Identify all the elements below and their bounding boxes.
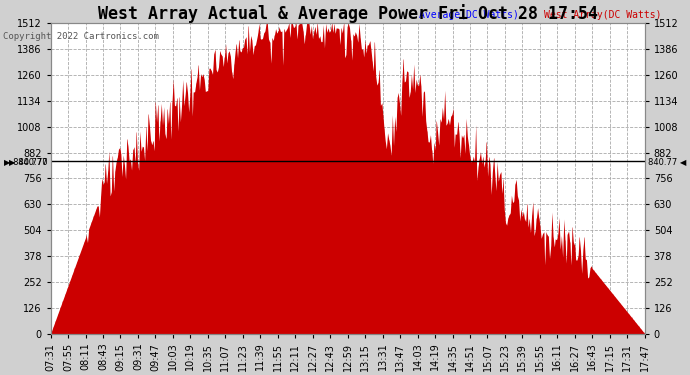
Text: ▶ 840.77: ▶ 840.77: [9, 157, 48, 166]
Text: West Array(DC Watts): West Array(DC Watts): [544, 10, 661, 20]
Title: West Array Actual & Average Power Fri Oct 28 17:54: West Array Actual & Average Power Fri Oc…: [98, 4, 598, 23]
Text: Copyright 2022 Cartronics.com: Copyright 2022 Cartronics.com: [3, 32, 159, 41]
Text: 840.77 ◀: 840.77 ◀: [648, 157, 686, 166]
Text: Average(DC Watts): Average(DC Watts): [419, 10, 519, 20]
Text: ▶ 840.770: ▶ 840.770: [4, 157, 48, 166]
